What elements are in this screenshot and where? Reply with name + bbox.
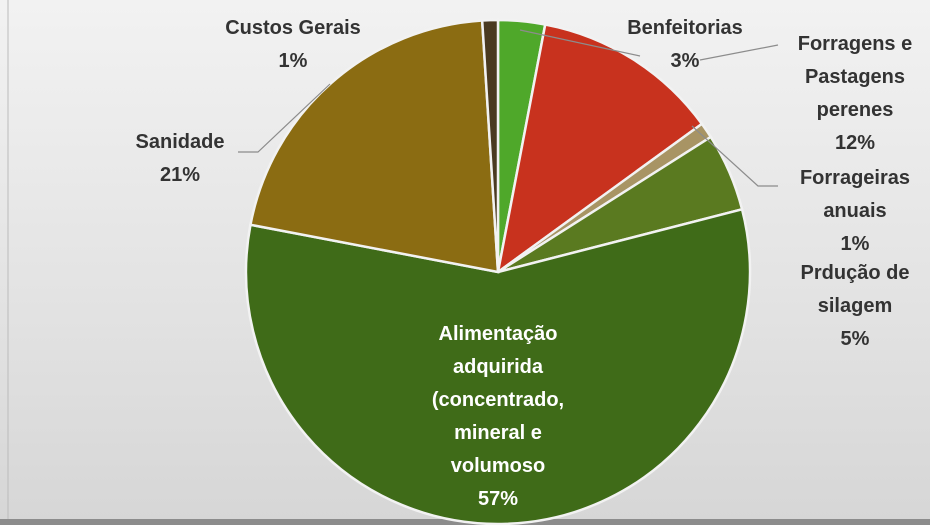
category-label: Custos Gerais bbox=[225, 17, 361, 39]
value-label: 1% bbox=[278, 50, 308, 72]
data-label: Benfeitorias 3% bbox=[610, 12, 760, 78]
pie-slice bbox=[496, 23, 704, 275]
leader-lines bbox=[238, 29, 779, 187]
data-label: Sanidade 21% bbox=[120, 126, 240, 192]
pie-slice bbox=[249, 19, 500, 274]
leader-line bbox=[699, 44, 779, 61]
value-label: 1% bbox=[840, 233, 870, 255]
category-label: Sanidade bbox=[135, 131, 225, 153]
category-label: Benfeitorias bbox=[627, 17, 743, 39]
leader-line bbox=[691, 125, 778, 187]
category-label: Alimentação adquirida (concentrado, mine… bbox=[431, 323, 565, 477]
pie-slice bbox=[244, 207, 752, 525]
data-label: Prdução de silagem 5% bbox=[790, 257, 920, 356]
pie-slice bbox=[480, 18, 500, 273]
category-label: Prdução de silagem bbox=[800, 262, 910, 317]
value-label: 3% bbox=[670, 50, 700, 72]
value-label: 5% bbox=[840, 328, 870, 350]
data-label: Forragens e Pastagens perenes 12% bbox=[780, 28, 930, 160]
slices bbox=[244, 18, 752, 525]
leader-line bbox=[519, 29, 641, 57]
value-label: 21% bbox=[159, 164, 201, 186]
category-label: Forragens e Pastagens perenes bbox=[797, 33, 913, 121]
leader-line bbox=[238, 83, 331, 153]
data-label: Alimentação adquirida (concentrado, mine… bbox=[413, 318, 583, 516]
value-label: 57% bbox=[477, 488, 519, 510]
data-label: Custos Gerais 1% bbox=[218, 12, 368, 78]
category-label: Forrageiras anuais bbox=[799, 167, 911, 222]
value-label: 12% bbox=[834, 132, 876, 154]
data-label: Forrageiras anuais 1% bbox=[790, 162, 920, 261]
